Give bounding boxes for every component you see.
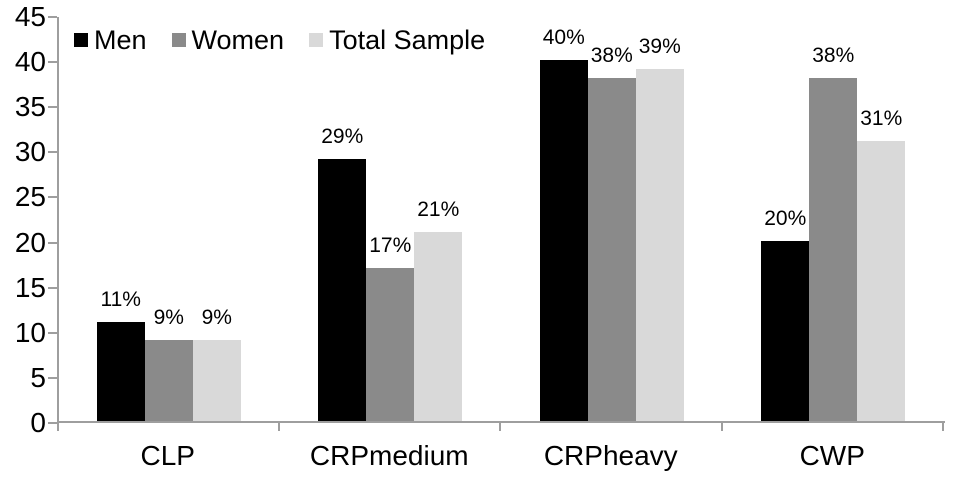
bar-column: 39% [635,15,684,421]
bar-men [96,322,145,421]
bar-value-label: 9% [153,306,184,329]
y-axis-tick-mark [48,376,57,379]
y-axis-tick-label: 10 [14,316,46,348]
y-axis-tick-label: 35 [14,91,46,123]
y-axis-tick-label: 25 [14,181,46,213]
bar-group: 11% 9% 9% [58,15,280,421]
bar-women [587,78,636,421]
y-axis-tick-mark [48,331,57,334]
bar-column: 9% [192,15,241,421]
bar-column: 38% [587,15,636,421]
x-axis-tick-mark [499,423,501,431]
bar-value-label: 29% [321,125,364,148]
legend-swatch-icon [309,33,324,47]
bar-value-label: 20% [764,207,807,230]
bar-value-label: 9% [201,306,232,329]
y-axis-tick-label: 5 [30,361,46,393]
y-axis-tick-mark [48,16,57,18]
x-axis-line [57,421,945,423]
y-axis-tick-label: 30 [14,136,46,168]
y-axis-tick-label: 45 [14,1,46,32]
bar-group: 40% 38% 39% [501,15,723,421]
bar-column: 29% [318,15,367,421]
legend-swatch-icon [74,33,88,47]
bar-group: 20% 38% 31% [723,15,945,421]
legend-label: Men [94,25,147,55]
category-label: CRPheavy [543,440,678,471]
bar-total-sample [635,69,684,421]
bar-women [144,340,193,421]
bar-value-label: 38% [590,44,633,67]
legend-item-total-sample: Total Sample [309,25,485,55]
bar-column: 9% [144,15,193,421]
y-axis-line [57,17,59,431]
bar-women [366,268,415,421]
legend-item-men: Men [74,25,147,55]
y-axis-tick-mark [48,286,57,289]
legend-label: Total Sample [329,25,486,55]
bar-column: 20% [761,15,810,421]
bar-column: 17% [366,15,415,421]
bar-value-label: 21% [417,198,460,221]
bar-total-sample [857,141,906,421]
bar-total-sample [414,232,463,421]
y-axis-tick-mark [48,241,57,244]
category-label: CRPmedium [309,440,469,471]
bar-column: 11% [96,15,145,421]
bar-value-label: 11% [100,288,141,311]
category-label: CLP [140,440,195,471]
legend-item-women: Women [171,25,285,55]
bar-group: 29% 17% 21% [280,15,502,421]
bar-value-label: 31% [860,107,903,130]
bar-column: 38% [809,15,858,421]
y-axis-tick-mark [48,151,57,154]
bar-value-label: 38% [812,44,855,67]
bar-value-label: 39% [638,35,681,58]
bar-value-label: 17% [369,234,412,257]
bar-column: 31% [857,15,906,421]
bar-value-label: 40% [542,26,585,49]
y-axis-tick-label: 15 [14,271,46,303]
x-axis-tick-mark [277,423,280,431]
x-axis-tick-mark [942,423,944,431]
bar-men [318,159,367,421]
bar-women [809,78,858,421]
y-axis-tick-label: 40 [14,46,46,78]
y-axis-tick-mark [48,106,57,109]
y-axis-tick-label: 20 [14,226,46,258]
y-axis-tick-mark [48,61,57,64]
y-axis-tick-label: 0 [30,407,46,438]
y-axis-tick-mark [48,196,57,199]
bar-men [539,60,588,421]
bar-column: 40% [539,15,588,421]
category-label: CWP [799,440,865,471]
legend-label: Women [191,25,285,55]
bar-total-sample [192,340,241,421]
y-axis-tick-mark [48,422,57,424]
x-axis-tick-mark [720,423,723,431]
bar-column: 21% [414,15,463,421]
legend: Men Women Total Sample [74,25,510,55]
bar-men [761,241,810,421]
legend-swatch-icon [171,33,186,47]
